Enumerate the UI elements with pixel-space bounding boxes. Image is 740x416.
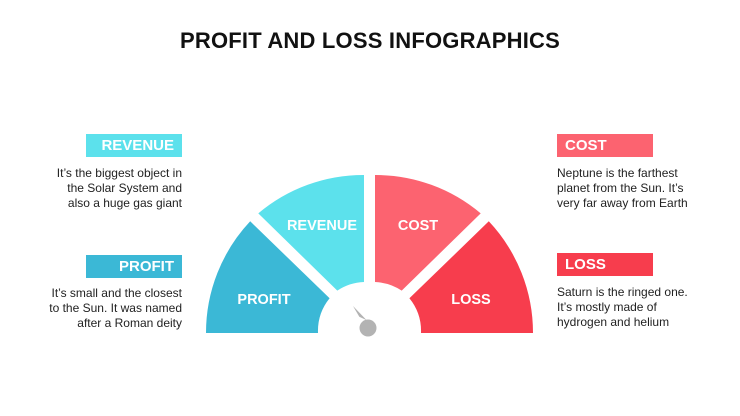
gauge-label-cost: COST xyxy=(398,218,438,234)
profit-description-line: It’s small and the closest xyxy=(51,286,182,300)
gauge-segment-cost xyxy=(375,174,481,291)
gauge-needle xyxy=(353,306,377,337)
gauge-segment-revenue xyxy=(258,174,364,291)
loss-label: LOSS xyxy=(565,256,606,273)
gauge-label-revenue: REVENUE xyxy=(287,218,357,234)
profit-description: It’s small and the closest to the Sun. I… xyxy=(12,286,182,331)
loss-description: Saturn is the ringed one. It’s mostly ma… xyxy=(557,285,727,330)
revenue-description-line: the Solar System and xyxy=(67,181,182,195)
gauge-segment-profit xyxy=(205,221,330,333)
gauge-label-loss: LOSS xyxy=(451,292,491,308)
gauge-segment-loss xyxy=(409,221,533,333)
cost-description: Neptune is the farthest planet from the … xyxy=(557,166,727,211)
revenue-label-bar: REVENUE xyxy=(86,134,182,157)
profit-description-line: after a Roman deity xyxy=(77,316,182,330)
cost-description-line: planet from the Sun. It’s xyxy=(557,181,684,195)
revenue-description-line: It’s the biggest object in xyxy=(56,166,182,180)
loss-label-bar: LOSS xyxy=(557,253,653,276)
revenue-description-line: also a huge gas giant xyxy=(67,196,182,210)
profit-label-bar: PROFIT xyxy=(86,255,182,278)
revenue-description: It’s the biggest object in the Solar Sys… xyxy=(12,166,182,211)
loss-description-line: Saturn is the ringed one. xyxy=(557,285,688,299)
loss-description-line: It’s mostly made of xyxy=(557,300,657,314)
loss-description-line: hydrogen and helium xyxy=(557,315,670,329)
cost-description-line: Neptune is the farthest xyxy=(557,166,678,180)
page-title: PROFIT AND LOSS INFOGRAPHICS xyxy=(179,28,561,53)
cost-label: COST xyxy=(565,137,607,154)
revenue-label: REVENUE xyxy=(101,137,174,154)
cost-label-bar: COST xyxy=(557,134,653,157)
profit-label: PROFIT xyxy=(119,258,174,275)
gauge-label-profit: PROFIT xyxy=(237,292,290,308)
cost-description-line: very far away from Earth xyxy=(557,196,688,210)
profit-description-line: to the Sun. It was named xyxy=(49,301,182,315)
